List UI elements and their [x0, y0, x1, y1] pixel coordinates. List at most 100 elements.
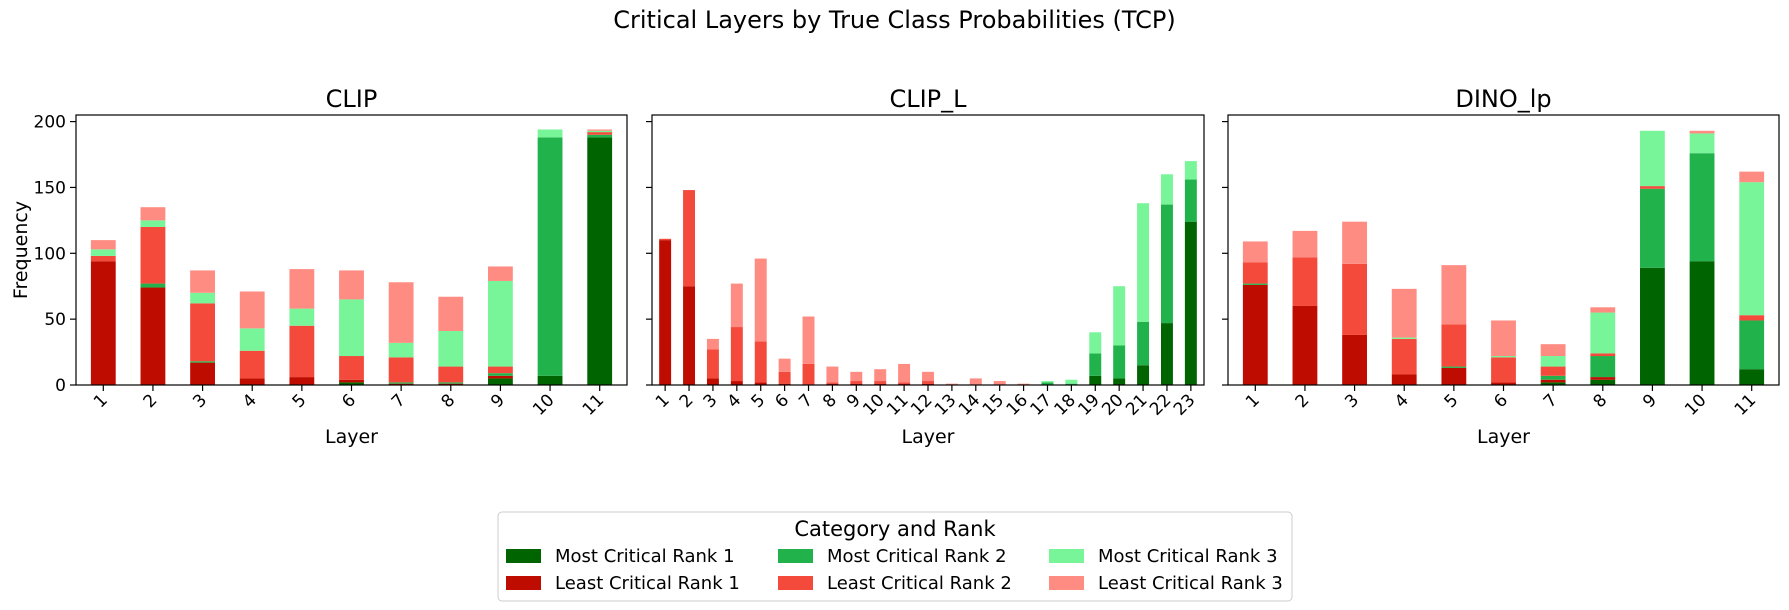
bar-clip-l-layer-12-least-critical-rank-1	[922, 383, 934, 385]
legend: Category and Rank Most Critical Rank 1 Lea…	[497, 511, 1293, 602]
bar-dino-lp-layer-11-least-critical-rank-2	[1739, 315, 1765, 321]
bar-clip-layer-5-least-critical-rank-2	[289, 325, 315, 378]
bar-clip-l-layer-22-most-critical-rank-3	[1160, 174, 1173, 205]
bar-clip-l-layer-23-most-critical-rank-1	[1184, 221, 1197, 385]
bar-clip-l-layer-6-least-critical-rank-3	[778, 358, 791, 372]
legend-label-least-critical-rank-3: Least Critical Rank 3	[1098, 573, 1283, 594]
chart-panel-clip: CLIP 0 50 100 150 200 1 2 3 4 5 6 7 8 9 10 11 Layer Freque…	[10, 85, 628, 448]
bar-dino-lp-layer-10-most-critical-rank-1	[1689, 261, 1715, 385]
bar-clip-layer-3-least-critical-rank-2	[190, 303, 215, 362]
bar-clip-layer-6-most-critical-rank-1	[339, 382, 364, 385]
bar-clip-l-layer-17-most-critical-rank-3	[1041, 381, 1054, 383]
bar-clip-l-layer-19-most-critical-rank-1	[1089, 375, 1102, 385]
bar-clip-l-layer-4-least-critical-rank-2	[730, 327, 743, 382]
chart-panel-dino-lp: DINO_lp 1 2 3 4 5 6 7 8 9 10 11 Layer	[1222, 85, 1780, 448]
bar-clip-l-layer-20-most-critical-rank-3	[1113, 286, 1126, 346]
x-tick-label-clip-10: 10	[529, 390, 558, 419]
x-tick-label-clip-4: 4	[239, 390, 261, 412]
bar-clip-l-layer-17-most-critical-rank-2	[1041, 382, 1054, 385]
bar-dino-lp-layer-1-least-critical-rank-1	[1242, 284, 1268, 385]
bar-clip-l-layer-10-least-critical-rank-1	[874, 383, 887, 385]
bar-dino-lp-layer-6-least-critical-rank-3	[1491, 320, 1516, 357]
bar-clip-l-layer-1-least-critical-rank-1	[659, 240, 672, 385]
bar-clip-layer-2-most-critical-rank-3	[140, 220, 166, 227]
bar-clip-layer-6-least-critical-rank-2	[339, 356, 364, 380]
x-tick-label-dino-lp-10: 10	[1681, 390, 1710, 419]
bar-clip-l-layer-11-least-critical-rank-3	[898, 363, 911, 383]
bar-clip-l-layer-3-least-critical-rank-1	[706, 378, 719, 385]
bar-dino-lp-layer-1-most-critical-rank-2	[1242, 283, 1268, 285]
chart-title-clip-l: CLIP_L	[889, 85, 967, 113]
bar-dino-lp-layer-7-most-critical-rank-1	[1540, 382, 1566, 385]
bar-clip-layer-7-most-critical-rank-3	[388, 342, 414, 358]
legend-label-least-critical-rank-2: Least Critical Rank 2	[827, 573, 1012, 594]
bar-dino-lp-layer-8-least-critical-rank-1	[1590, 377, 1616, 380]
bar-clip-layer-9-most-critical-rank-1	[488, 378, 513, 385]
bar-clip-layer-4-least-critical-rank-2	[239, 350, 265, 379]
bar-clip-l-layer-3-least-critical-rank-2	[706, 349, 719, 379]
bar-clip-l-layer-15-least-critical-rank-3	[993, 381, 1006, 385]
x-tick-label-dino-lp-4: 4	[1391, 390, 1413, 412]
x-tick-label-clip-7: 7	[388, 390, 410, 412]
bar-clip-l-layer-6-least-critical-rank-1	[778, 383, 791, 385]
bar-clip-layer-8-least-critical-rank-2	[438, 366, 464, 383]
x-axis-label-clip-l: Layer	[902, 426, 955, 448]
bar-clip-l-layer-5-least-critical-rank-1	[754, 382, 767, 385]
bar-clip-l-layer-9-least-critical-rank-1	[850, 383, 863, 385]
bar-clip-layer-3-most-critical-rank-2	[190, 361, 215, 363]
bar-clip-layer-1-most-critical-rank-3	[90, 249, 116, 256]
x-tick-label-clip-1: 1	[90, 390, 112, 412]
bar-clip-l-layer-12-least-critical-rank-3	[922, 371, 934, 382]
x-tick-label-clip-6: 6	[338, 390, 360, 412]
bar-clip-l-layer-4-least-critical-rank-1	[730, 381, 743, 385]
x-tick-label-clip-l-7: 7	[795, 390, 817, 412]
bar-clip-layer-5-most-critical-rank-3	[289, 308, 315, 326]
bar-clip-layer-6-most-critical-rank-3	[339, 299, 364, 357]
bar-dino-lp-layer-5-most-critical-rank-2	[1441, 366, 1467, 368]
bar-dino-lp-layer-7-least-critical-rank-2	[1540, 366, 1566, 376]
bar-clip-l-layer-2-least-critical-rank-2	[683, 190, 696, 287]
y-tick-label-50: 50	[44, 310, 66, 330]
x-tick-label-clip-l-6: 6	[771, 390, 793, 412]
bar-clip-layer-1-least-critical-rank-1	[90, 261, 116, 385]
bar-clip-layer-9-least-critical-rank-1	[488, 375, 513, 379]
bar-clip-l-layer-2-least-critical-rank-1	[683, 286, 696, 385]
bar-dino-lp-layer-11-most-critical-rank-1	[1739, 369, 1765, 385]
legend-label-most-critical-rank-1: Most Critical Rank 1	[555, 546, 735, 567]
bar-clip-layer-2-least-critical-rank-2	[140, 226, 166, 284]
bar-clip-layer-10-most-critical-rank-3	[537, 129, 563, 138]
bar-clip-l-layer-21-most-critical-rank-1	[1137, 365, 1150, 385]
y-tick-label-150: 150	[34, 178, 66, 198]
bar-clip-layer-1-least-critical-rank-3	[90, 240, 116, 250]
bar-clip-l-layer-10-least-critical-rank-2	[874, 381, 887, 384]
bar-dino-lp-layer-11-most-critical-rank-2	[1739, 320, 1765, 370]
bar-dino-lp-layer-7-least-critical-rank-3	[1540, 344, 1566, 357]
bar-clip-layer-5-least-critical-rank-1	[289, 377, 315, 385]
legend-label-most-critical-rank-3: Most Critical Rank 3	[1098, 546, 1278, 567]
bar-clip-l-layer-11-least-critical-rank-2	[898, 382, 911, 384]
bar-clip-layer-7-least-critical-rank-2	[388, 357, 414, 383]
bar-dino-lp-layer-7-most-critical-rank-3	[1540, 356, 1566, 367]
bar-clip-layer-11-least-critical-rank-3	[587, 129, 613, 131]
bar-clip-l-layer-3-least-critical-rank-3	[706, 338, 719, 350]
legend-swatch-most-critical-rank-3	[1049, 549, 1084, 563]
y-tick-label-0: 0	[55, 376, 66, 396]
bar-clip-l-layer-18-most-critical-rank-3	[1065, 379, 1078, 384]
bar-clip-layer-6-least-critical-rank-1	[339, 379, 364, 383]
legend-swatch-least-critical-rank-1	[506, 576, 541, 590]
bar-dino-lp-layer-5-least-critical-rank-3	[1441, 265, 1467, 325]
bar-clip-layer-11-most-critical-rank-1	[587, 137, 613, 385]
x-axis-label-dino-lp: Layer	[1477, 426, 1530, 448]
bar-dino-lp-layer-4-least-critical-rank-1	[1391, 374, 1417, 385]
y-tick-label-200: 200	[34, 113, 66, 133]
x-tick-label-clip-l-23: 23	[1170, 390, 1199, 419]
bar-clip-l-layer-23-most-critical-rank-2	[1184, 179, 1197, 222]
bar-dino-lp-layer-11-least-critical-rank-3	[1739, 171, 1765, 183]
bar-clip-l-layer-6-least-critical-rank-2	[778, 371, 791, 384]
x-tick-label-dino-lp-2: 2	[1292, 390, 1314, 412]
bar-dino-lp-layer-8-most-critical-rank-1	[1590, 379, 1616, 385]
bar-dino-lp-layer-10-most-critical-rank-2	[1689, 153, 1715, 262]
bar-clip-layer-10-most-critical-rank-1	[537, 375, 563, 385]
bar-clip-layer-3-least-critical-rank-3	[190, 270, 215, 293]
chart-panel-clip-l: CLIP_L1 2 3 4 5 6 7 8 91011121314151617181920212…	[646, 85, 1205, 448]
